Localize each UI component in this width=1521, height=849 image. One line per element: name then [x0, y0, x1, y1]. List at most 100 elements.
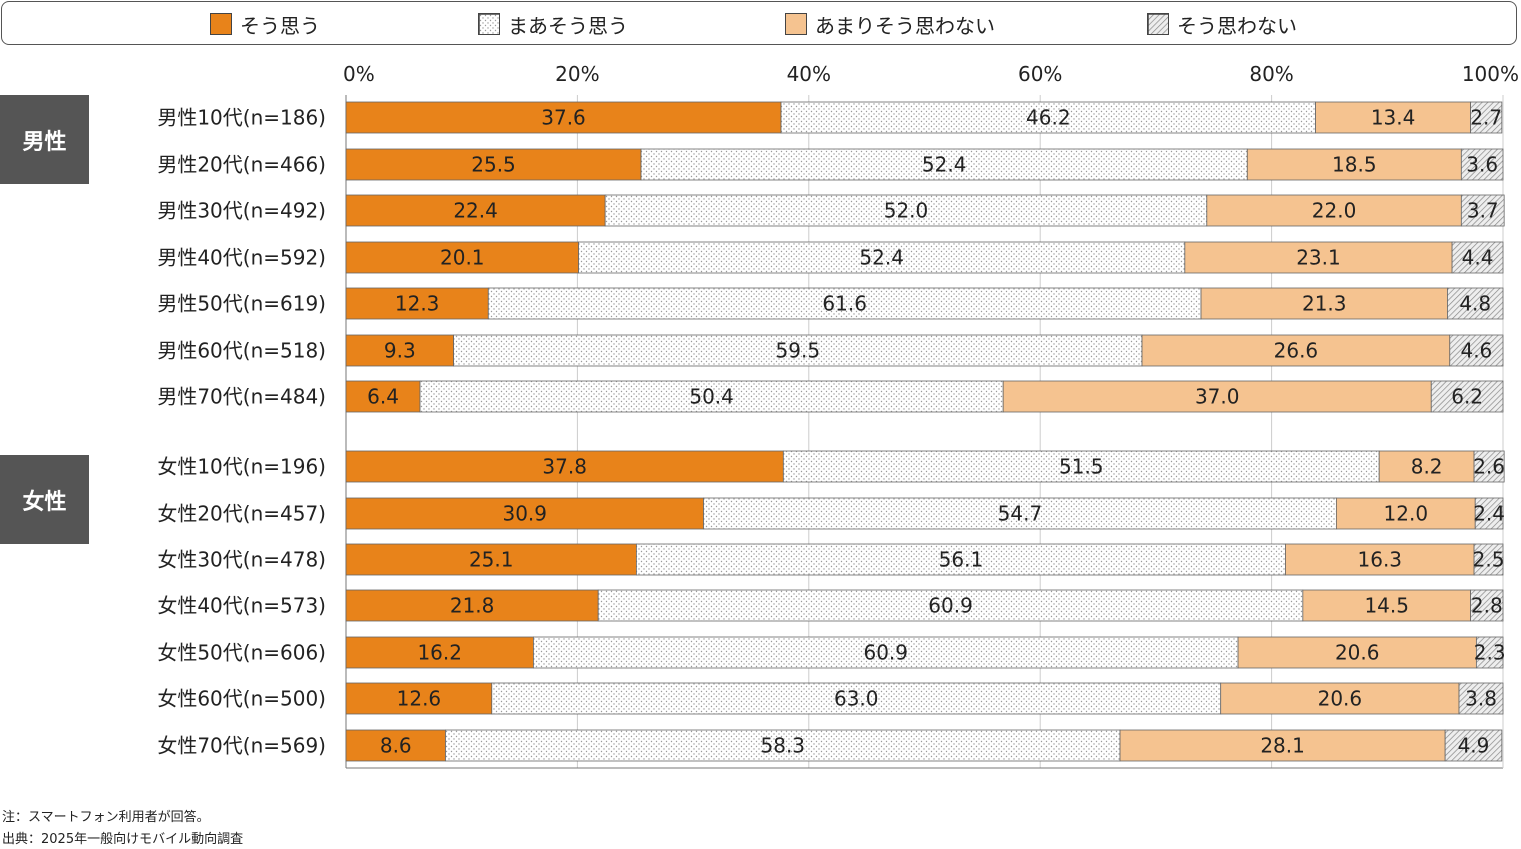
bar-segment-maa-sou-omou: [533, 636, 1239, 669]
data-label: 37.8: [542, 455, 587, 479]
data-label: 2.3: [1474, 641, 1506, 665]
bar-segment-sou-omowanai: [1473, 543, 1504, 576]
data-label: 12.3: [395, 292, 440, 316]
bar-segment-sou-omou: [345, 450, 784, 483]
data-label: 4.6: [1460, 339, 1492, 363]
data-label: 13.4: [1371, 106, 1416, 130]
x-tick-label: 100%: [1462, 62, 1519, 86]
category-label: 女性20代(n=457): [157, 502, 326, 526]
data-label: 8.6: [380, 734, 412, 758]
data-label: 3.8: [1465, 687, 1497, 711]
data-label: 54.7: [998, 502, 1043, 526]
bar-segment-sou-omowanai: [1449, 334, 1504, 367]
bar-segment-sou-omou: [345, 380, 421, 413]
bar-segment-amari: [1246, 148, 1462, 181]
data-label: 4.4: [1462, 246, 1494, 270]
bar-segment-maa-sou-omou: [453, 334, 1143, 367]
bar-segment-sou-omou: [345, 589, 599, 622]
bar-segment-sou-omou: [345, 287, 489, 320]
data-label: 23.1: [1296, 246, 1341, 270]
bar-segment-sou-omou: [345, 148, 642, 181]
category-label: 女性50代(n=606): [157, 641, 326, 665]
data-label: 3.6: [1466, 153, 1498, 177]
category-label: 女性70代(n=569): [157, 734, 326, 758]
data-label: 4.8: [1459, 292, 1491, 316]
data-label: 8.2: [1411, 455, 1443, 479]
category-label: 女性60代(n=500): [157, 687, 326, 711]
bar-segment-amari: [1378, 450, 1475, 483]
bar-segment-maa-sou-omou: [597, 589, 1304, 622]
bar-segment-sou-omowanai: [1470, 589, 1504, 622]
bar-segment-amari: [1141, 334, 1451, 367]
data-label: 12.0: [1384, 502, 1429, 526]
bar-segment-sou-omowanai: [1451, 241, 1504, 274]
bar-segment-sou-omowanai: [1458, 682, 1504, 715]
data-label: 20.6: [1318, 687, 1363, 711]
data-label: 6.2: [1451, 385, 1483, 409]
bar-segment-sou-omowanai: [1447, 287, 1504, 320]
legend-item-amari: あまりそう思わない: [785, 12, 995, 38]
data-label: 22.0: [1312, 199, 1357, 223]
data-label: 46.2: [1026, 106, 1071, 130]
x-tick-label: 60%: [1018, 62, 1062, 86]
data-label: 3.7: [1467, 199, 1499, 223]
x-tick-label: 80%: [1249, 62, 1293, 86]
data-label: 2.6: [1473, 455, 1505, 479]
x-tick-label: 0%: [343, 62, 375, 86]
bar-segment-sou-omowanai: [1460, 194, 1505, 227]
data-label: 22.4: [453, 199, 498, 223]
bar-segment-maa-sou-omou: [604, 194, 1208, 227]
bar-segment-sou-omowanai: [1460, 148, 1504, 181]
bar-segment-maa-sou-omou: [640, 148, 1248, 181]
data-label: 6.4: [367, 385, 399, 409]
bar-segment-sou-omowanai: [1474, 497, 1504, 530]
data-label: 14.5: [1364, 594, 1409, 618]
category-label: 男性40代(n=592): [157, 246, 326, 270]
data-label: 28.1: [1260, 734, 1305, 758]
category-label: 男性70代(n=484): [157, 385, 326, 409]
data-label: 16.2: [417, 641, 462, 665]
source-text: 出典：2025年一般向けモバイル動向調査: [2, 832, 244, 847]
bar-segment-sou-omowanai: [1473, 450, 1505, 483]
bar-segment-sou-omou: [345, 101, 782, 134]
bar-segment-amari: [1237, 636, 1477, 669]
bar-segment-sou-omou: [345, 334, 455, 367]
category-label: 男性10代(n=186): [157, 106, 326, 130]
bar-segment-maa-sou-omou: [419, 380, 1004, 413]
bar-segment-sou-omou: [345, 682, 493, 715]
data-label: 60.9: [928, 594, 973, 618]
x-tick-label: 40%: [787, 62, 831, 86]
bar-segment-amari: [1302, 589, 1472, 622]
data-label: 61.6: [822, 292, 867, 316]
data-label: 20.6: [1335, 641, 1380, 665]
legend-label: あまりそう思わない: [815, 13, 995, 38]
data-label: 21.3: [1302, 292, 1347, 316]
bar-segment-amari: [1315, 101, 1472, 134]
legend-swatch-amari: [785, 13, 807, 35]
category-label: 女性10代(n=196): [157, 455, 326, 479]
data-label: 12.6: [397, 687, 442, 711]
data-label: 30.9: [502, 502, 547, 526]
category-label: 男性30代(n=492): [157, 199, 326, 223]
data-label: 2.5: [1473, 548, 1505, 572]
bar-segment-maa-sou-omou: [782, 450, 1380, 483]
data-label: 37.6: [541, 106, 586, 130]
data-label: 18.5: [1332, 153, 1377, 177]
data-label: 52.4: [922, 153, 967, 177]
data-label: 58.3: [761, 734, 806, 758]
bar-segment-amari: [1335, 497, 1476, 530]
bar-segment-maa-sou-omou: [636, 543, 1286, 576]
data-label: 26.6: [1274, 339, 1319, 363]
data-label: 2.7: [1470, 106, 1502, 130]
category-label: 男性50代(n=619): [157, 292, 326, 316]
legend-swatch-sou-omowanai: [1147, 13, 1169, 35]
bar-segment-amari: [1220, 682, 1460, 715]
stacked-bar-chart: 0% 20% 40% 60% 80% 100% 男性10代(n=186) 37.6 46.2 13…: [157, 62, 1519, 769]
data-label: 20.1: [440, 246, 485, 270]
bar-segment-sou-omou: [345, 729, 446, 762]
data-label: 9.3: [384, 339, 416, 363]
data-label: 25.1: [469, 548, 514, 572]
bar-segment-maa-sou-omou: [780, 101, 1316, 134]
data-label: 56.1: [939, 548, 984, 572]
category-label: 女性40代(n=573): [157, 594, 326, 618]
